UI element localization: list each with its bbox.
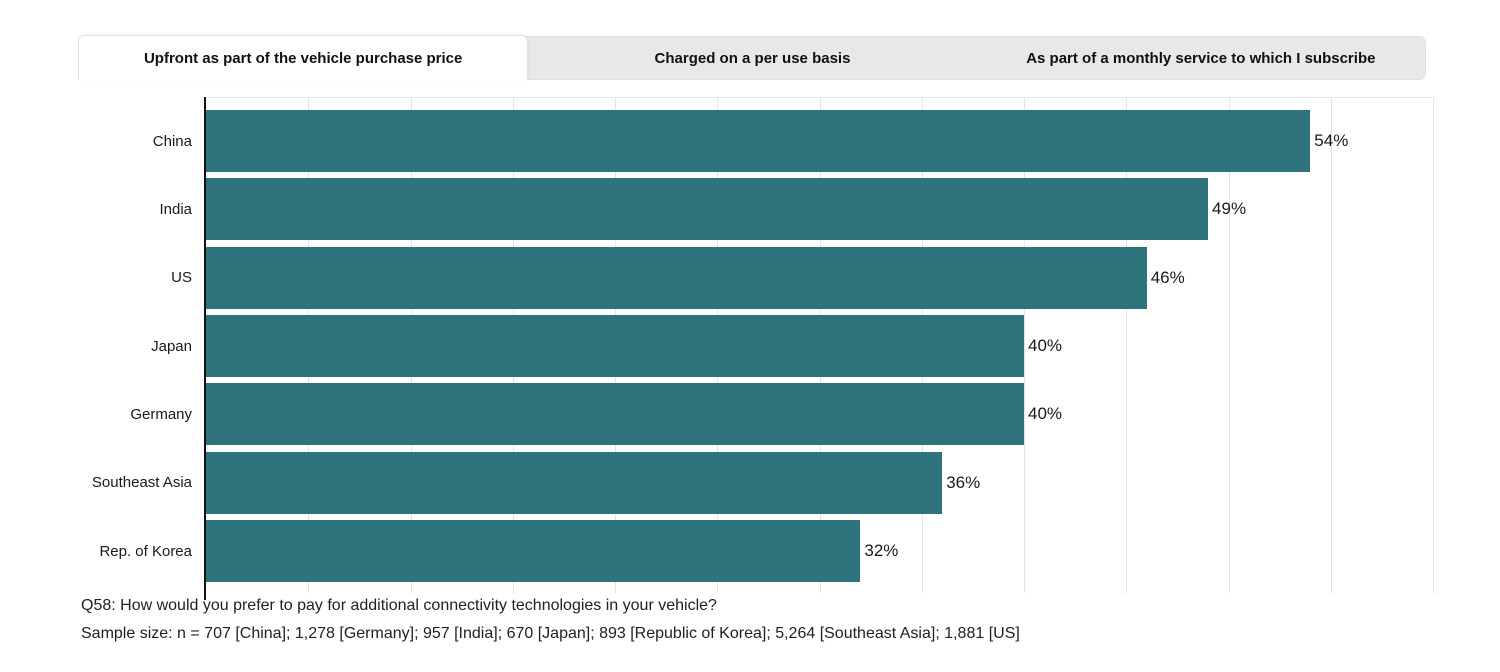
survey-question-text: Q58: How would you prefer to pay for add… — [81, 597, 717, 614]
bar[interactable] — [206, 110, 1311, 172]
tab-monthly-service[interactable]: As part of a monthly service to which I … — [1026, 49, 1376, 67]
bar[interactable] — [206, 383, 1024, 446]
value-label: 36% — [946, 472, 981, 492]
bar-row-japan: Japan 40% — [151, 315, 1433, 378]
value-label: 49% — [1212, 199, 1247, 219]
value-label: 40% — [1028, 404, 1063, 424]
category-label: China — [152, 132, 192, 150]
bar-row-rep-of-korea: Rep. of Korea 32% — [99, 520, 1433, 583]
bar[interactable] — [206, 451, 943, 514]
gridline-40 — [1024, 98, 1025, 593]
tab-upfront-purchase-price[interactable]: Upfront as part of the vehicle purchase … — [78, 35, 529, 80]
y-axis-line — [204, 97, 206, 600]
gridline-55 — [1330, 98, 1332, 593]
bar-row-china: China 54% — [153, 110, 1433, 172]
gridline-60 — [1433, 98, 1434, 593]
category-label: Southeast Asia — [91, 474, 192, 492]
gridline-45 — [1126, 98, 1128, 593]
bar[interactable] — [206, 315, 1024, 378]
bar-row-germany: Germany 40% — [130, 383, 1433, 446]
value-label: 40% — [1028, 336, 1063, 356]
category-label: India — [159, 200, 192, 218]
tab-per-use-basis[interactable]: Charged on a per use basis — [654, 49, 851, 67]
bar-row-southeast-asia: Southeast Asia 36% — [92, 451, 1433, 514]
bar[interactable] — [206, 246, 1147, 309]
bar-row-india: India 49% — [159, 178, 1433, 241]
sample-size-text: Sample size: n = 707 [China]; 1,278 [Ger… — [81, 625, 1020, 642]
value-label: 54% — [1314, 131, 1349, 150]
category-label: US — [171, 269, 192, 287]
category-label: Germany — [130, 405, 192, 423]
value-label: 32% — [864, 541, 899, 561]
category-label: Rep. of Korea — [99, 542, 192, 560]
bar[interactable] — [206, 520, 861, 583]
bar-row-us: US 46% — [171, 246, 1433, 309]
gridline-50 — [1228, 98, 1230, 593]
category-label: Japan — [151, 337, 192, 355]
value-label: 46% — [1150, 267, 1185, 287]
plot-area: China 54% India 49% US 46% Japan 40% Germany 40% S… — [92, 97, 1434, 593]
tab-strip: Upfront as part of the vehicle purchase … — [78, 35, 1426, 80]
bar[interactable] — [206, 178, 1209, 241]
